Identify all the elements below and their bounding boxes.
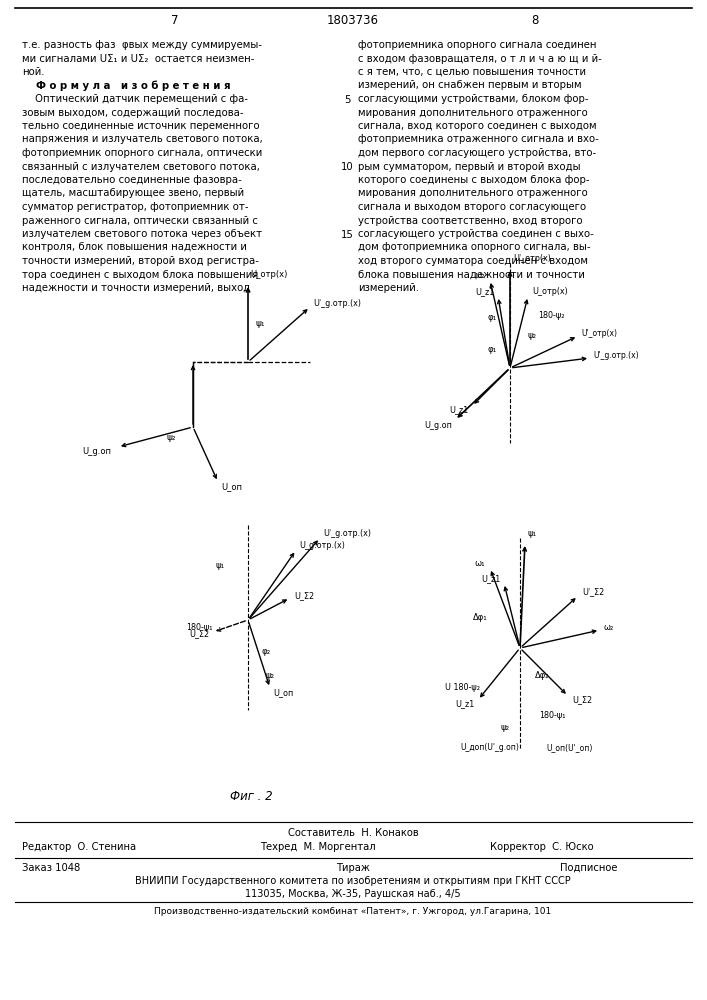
Text: U_z1: U_z1 — [476, 288, 495, 296]
Text: ω₂: ω₂ — [603, 624, 613, 633]
Text: точности измерений, второй вход регистра-: точности измерений, второй вход регистра… — [22, 256, 259, 266]
Text: Фиг . 2: Фиг . 2 — [230, 790, 273, 803]
Text: сигнала и выходом второго согласующего: сигнала и выходом второго согласующего — [358, 202, 586, 212]
Text: фотоприемника опорного сигнала соединен: фотоприемника опорного сигнала соединен — [358, 40, 597, 50]
Text: U_z1: U_z1 — [481, 574, 500, 584]
Text: U_z1: U_z1 — [449, 406, 468, 414]
Text: последовательно соединенные фазовра-: последовательно соединенные фазовра- — [22, 175, 242, 185]
Text: излучателем светового потока через объект: излучателем светового потока через объек… — [22, 229, 262, 239]
Text: U'_отр(x): U'_отр(x) — [513, 254, 551, 263]
Text: блока повышения надежности и точности: блока повышения надежности и точности — [358, 269, 585, 279]
Text: U_отр(x): U_отр(x) — [250, 270, 287, 279]
Text: U 180-ψ₂: U 180-ψ₂ — [445, 684, 480, 692]
Text: U_оп(U'_оп): U_оп(U'_оп) — [547, 744, 593, 752]
Text: щатель, масштабирующее звено, первый: щатель, масштабирующее звено, первый — [22, 188, 244, 198]
Text: ψ₁: ψ₁ — [216, 560, 225, 570]
Text: U_Σ2: U_Σ2 — [189, 630, 209, 639]
Text: ной.: ной. — [22, 67, 45, 77]
Text: измерений.: измерений. — [358, 283, 419, 293]
Text: ψ₁: ψ₁ — [528, 529, 537, 538]
Text: 15: 15 — [341, 230, 354, 240]
Text: сигнала, вход которого соединен с выходом: сигнала, вход которого соединен с выходо… — [358, 121, 597, 131]
Text: U_доп(U'_g.оп): U_доп(U'_g.оп) — [460, 744, 520, 752]
Text: тельно соединенные источник переменного: тельно соединенные источник переменного — [22, 121, 259, 131]
Text: 8: 8 — [532, 13, 539, 26]
Text: 10: 10 — [341, 162, 354, 172]
Text: U'_отр(x): U'_отр(x) — [581, 328, 617, 338]
Text: U_Σ2: U_Σ2 — [294, 591, 314, 600]
Text: связанный с излучателем светового потока,: связанный с излучателем светового потока… — [22, 161, 260, 172]
Text: φ₁: φ₁ — [487, 314, 496, 322]
Text: 180-ψ₁: 180-ψ₁ — [186, 624, 213, 633]
Text: φ₂: φ₂ — [262, 648, 271, 656]
Text: 5: 5 — [344, 95, 350, 105]
Text: раженного сигнала, оптически связанный с: раженного сигнала, оптически связанный с — [22, 216, 258, 226]
Text: мирования дополнительного отраженного: мирования дополнительного отраженного — [358, 107, 588, 117]
Text: ми сигналами UΣ₁ и UΣ₂  остается неизмен-: ми сигналами UΣ₁ и UΣ₂ остается неизмен- — [22, 53, 255, 64]
Text: U_g.отр.(x): U_g.отр.(x) — [299, 542, 345, 550]
Text: 1803736: 1803736 — [327, 13, 379, 26]
Text: Производственно-издательский комбинат «Патент», г. Ужгород, ул.Гагарина, 101: Производственно-издательский комбинат «П… — [154, 907, 551, 916]
Text: которого соединены с выходом блока фор-: которого соединены с выходом блока фор- — [358, 175, 590, 185]
Text: U'_Σ2: U'_Σ2 — [582, 587, 604, 596]
Text: зовым выходом, содержащий последова-: зовым выходом, содержащий последова- — [22, 107, 243, 117]
Text: Ф о р м у л а   и з о б р е т е н и я: Ф о р м у л а и з о б р е т е н и я — [22, 81, 230, 91]
Text: U'_g.отр.(x): U'_g.отр.(x) — [593, 352, 638, 360]
Text: дом первого согласующего устройства, вто-: дом первого согласующего устройства, вто… — [358, 148, 596, 158]
Text: 180-ψ₁: 180-ψ₁ — [539, 712, 566, 720]
Text: 7: 7 — [171, 13, 179, 26]
Text: ψ₂: ψ₂ — [265, 670, 274, 680]
Text: ВНИИПИ Государственного комитета по изобретениям и открытиям при ГКНТ СССР: ВНИИПИ Государственного комитета по изоб… — [135, 876, 571, 886]
Text: ψ₁: ψ₁ — [255, 320, 264, 328]
Text: U_z1: U_z1 — [455, 700, 474, 708]
Text: рым сумматором, первый и второй входы: рым сумматором, первый и второй входы — [358, 161, 580, 172]
Text: ω₂: ω₂ — [474, 270, 485, 279]
Text: ω₁: ω₁ — [474, 558, 485, 568]
Text: измерений, он снабжен первым и вторым: измерений, он снабжен первым и вторым — [358, 81, 582, 91]
Text: Оптический датчик перемещений с фа-: Оптический датчик перемещений с фа- — [22, 94, 248, 104]
Text: контроля, блок повышения надежности и: контроля, блок повышения надежности и — [22, 242, 247, 252]
Text: U_оп: U_оп — [221, 483, 242, 491]
Text: Δφ₂: Δφ₂ — [534, 672, 549, 680]
Text: фотоприемника отраженного сигнала и вхо-: фотоприемника отраженного сигнала и вхо- — [358, 134, 599, 144]
Text: Составитель  Н. Конаков: Составитель Н. Конаков — [288, 828, 419, 838]
Text: Техред  М. Моргентал: Техред М. Моргентал — [260, 842, 375, 852]
Text: т.е. разность фаз  φвыx между суммируемы-: т.е. разность фаз φвыx между суммируемы- — [22, 40, 262, 50]
Text: U_Σ2: U_Σ2 — [572, 696, 592, 704]
Text: с я тем, что, с целью повышения точности: с я тем, что, с целью повышения точности — [358, 67, 586, 77]
Text: φ₁: φ₁ — [487, 346, 496, 355]
Text: ψ₂: ψ₂ — [166, 432, 176, 442]
Text: Подписное: Подписное — [560, 863, 617, 873]
Text: устройства соответственно, вход второго: устройства соответственно, вход второго — [358, 216, 583, 226]
Text: согласующего устройства соединен с выхо-: согласующего устройства соединен с выхо- — [358, 229, 594, 239]
Text: согласующими устройствами, блоком фор-: согласующими устройствами, блоком фор- — [358, 94, 588, 104]
Text: ход второго сумматора соединен с входом: ход второго сумматора соединен с входом — [358, 256, 588, 266]
Text: Δφ₁: Δφ₁ — [473, 613, 487, 622]
Text: Заказ 1048: Заказ 1048 — [22, 863, 81, 873]
Text: 113035, Москва, Ж-35, Раушская наб., 4/5: 113035, Москва, Ж-35, Раушская наб., 4/5 — [245, 889, 461, 899]
Text: U_g.оп: U_g.оп — [424, 420, 452, 430]
Text: надежности и точности измерений, выход: надежности и точности измерений, выход — [22, 283, 250, 293]
Text: ψ₂: ψ₂ — [501, 724, 510, 732]
Text: фотоприемник опорного сигнала, оптически: фотоприемник опорного сигнала, оптически — [22, 148, 262, 158]
Text: с входом фазовращателя, о т л и ч а ю щ и й-: с входом фазовращателя, о т л и ч а ю щ … — [358, 53, 602, 64]
Text: Корректор  С. Юско: Корректор С. Юско — [490, 842, 594, 852]
Text: U_оп: U_оп — [273, 688, 293, 698]
Text: U'_g.отр.(x): U'_g.отр.(x) — [313, 300, 361, 308]
Text: сумматор регистратор, фотоприемник от-: сумматор регистратор, фотоприемник от- — [22, 202, 248, 212]
Text: U'_g.отр.(x): U'_g.отр.(x) — [323, 530, 371, 538]
Text: ψ₂: ψ₂ — [527, 332, 537, 340]
Text: мирования дополнительного отраженного: мирования дополнительного отраженного — [358, 188, 588, 198]
Text: напряжения и излучатель светового потока,: напряжения и излучатель светового потока… — [22, 134, 263, 144]
Text: U_отр(x): U_отр(x) — [532, 288, 568, 296]
Text: U_g.оп: U_g.оп — [82, 448, 111, 456]
Text: 180-ψ₂: 180-ψ₂ — [538, 312, 564, 320]
Text: тора соединен с выходом блока повышения: тора соединен с выходом блока повышения — [22, 269, 258, 279]
Text: дом фотоприемника опорного сигнала, вы-: дом фотоприемника опорного сигнала, вы- — [358, 242, 590, 252]
Text: Редактор  О. Стенина: Редактор О. Стенина — [22, 842, 136, 852]
Text: Тираж: Тираж — [336, 863, 370, 873]
